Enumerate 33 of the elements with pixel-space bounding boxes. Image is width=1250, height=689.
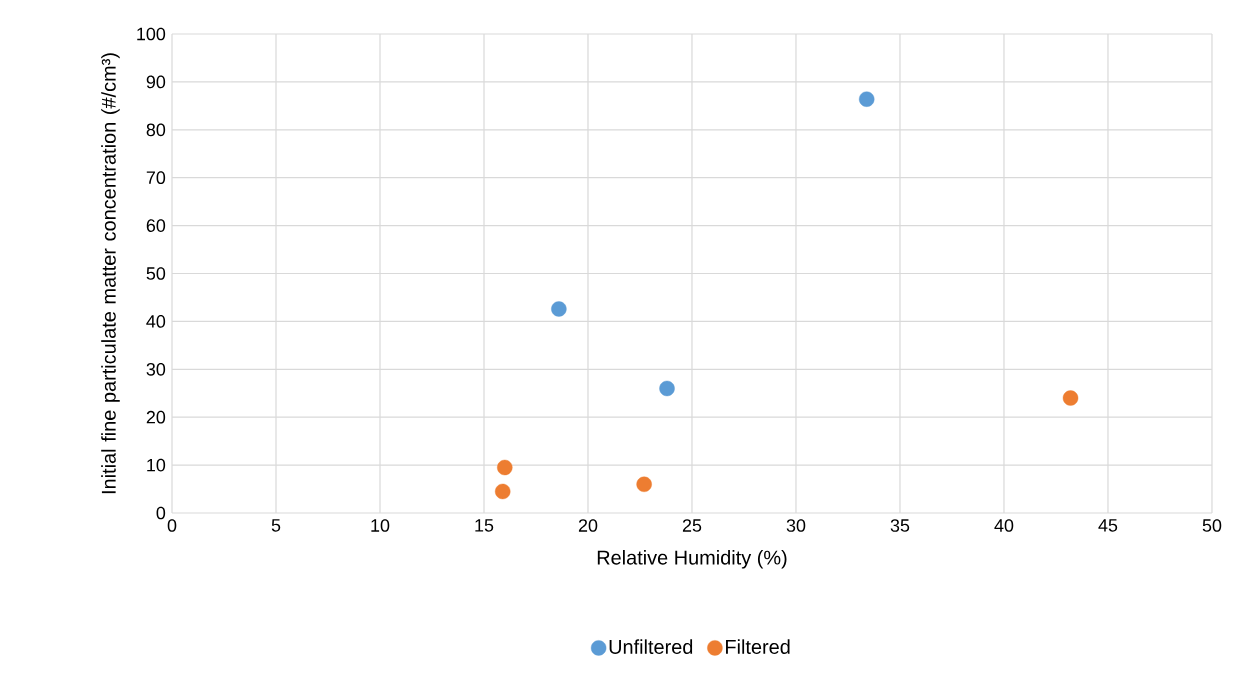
y-tick-label: 30 — [146, 362, 166, 376]
x-tick-label: 35 — [890, 519, 910, 532]
point — [497, 459, 513, 476]
y-tick-label: 100 — [137, 27, 166, 41]
x-tick-label: 45 — [1098, 519, 1118, 532]
y-tick-label: 90 — [146, 75, 166, 89]
y-tick-label: 80 — [146, 123, 166, 137]
y-axis-title: Initial fine particulate matter concentration (#/cm³) — [101, 53, 120, 494]
point — [551, 301, 567, 317]
legend-label: Filtered — [726, 639, 790, 654]
point — [659, 380, 675, 397]
point — [859, 91, 875, 107]
x-tick-label: 0 — [167, 519, 177, 532]
x-tick-label: 5 — [271, 519, 281, 532]
point — [495, 483, 511, 500]
x-tick-label: 15 — [475, 519, 494, 532]
y-tick-label: 20 — [146, 410, 166, 424]
x-tick-label: 30 — [786, 519, 806, 532]
x-tick-label: 10 — [371, 519, 390, 532]
y-tick-label: 50 — [146, 267, 166, 280]
y-tick-label: 40 — [146, 315, 166, 328]
point — [636, 476, 652, 492]
x-tick-label: 20 — [578, 519, 598, 532]
y-tick-label: 70 — [146, 171, 166, 185]
y-tick-label: 0 — [156, 506, 166, 520]
point — [1062, 390, 1079, 406]
x-tick-label: 25 — [682, 519, 702, 532]
x-tick-label: 50 — [1202, 519, 1222, 532]
y-tick-label: 10 — [147, 458, 166, 472]
y-tick-label: 60 — [146, 219, 166, 232]
x-tick-label: 40 — [994, 519, 1014, 532]
x-axis-title: Relative Humidity (%) — [597, 550, 787, 569]
legend-label: Unfiltered — [609, 639, 693, 654]
